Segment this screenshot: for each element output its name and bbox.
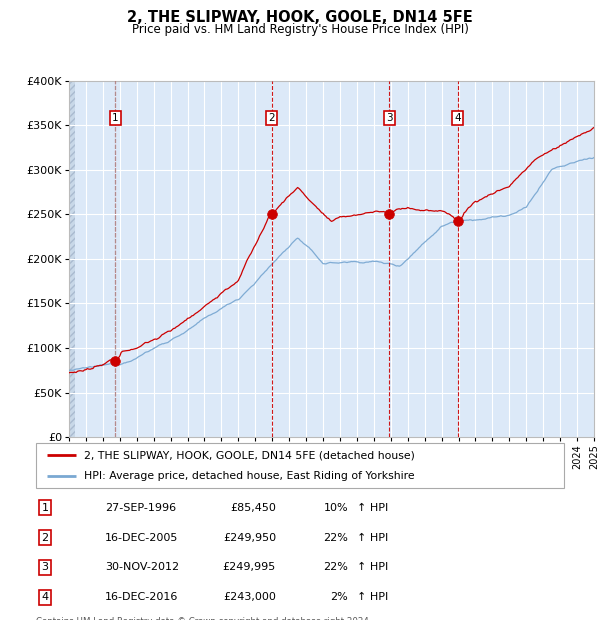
Text: 4: 4	[455, 113, 461, 123]
Text: 16-DEC-2016: 16-DEC-2016	[105, 592, 178, 602]
Text: ↑ HPI: ↑ HPI	[357, 533, 388, 542]
Text: ↑ HPI: ↑ HPI	[357, 562, 388, 572]
Text: 1: 1	[112, 113, 119, 123]
Text: 4: 4	[41, 592, 49, 602]
Text: Contains HM Land Registry data © Crown copyright and database right 2024.: Contains HM Land Registry data © Crown c…	[36, 617, 371, 620]
Text: £249,995: £249,995	[223, 562, 276, 572]
Text: 22%: 22%	[323, 533, 348, 542]
Text: 16-DEC-2005: 16-DEC-2005	[105, 533, 178, 542]
Bar	[69, 81, 75, 437]
Text: 1: 1	[41, 503, 49, 513]
Text: 3: 3	[41, 562, 49, 572]
Text: 22%: 22%	[323, 562, 348, 572]
Text: Price paid vs. HM Land Registry's House Price Index (HPI): Price paid vs. HM Land Registry's House …	[131, 23, 469, 36]
Text: ↑ HPI: ↑ HPI	[357, 592, 388, 602]
Text: 27-SEP-1996: 27-SEP-1996	[105, 503, 176, 513]
Text: 2%: 2%	[330, 592, 348, 602]
Text: 3: 3	[386, 113, 392, 123]
Text: 30-NOV-2012: 30-NOV-2012	[105, 562, 179, 572]
Text: HPI: Average price, detached house, East Riding of Yorkshire: HPI: Average price, detached house, East…	[83, 471, 414, 481]
Text: 2, THE SLIPWAY, HOOK, GOOLE, DN14 5FE (detached house): 2, THE SLIPWAY, HOOK, GOOLE, DN14 5FE (d…	[83, 450, 415, 461]
Text: ↑ HPI: ↑ HPI	[357, 503, 388, 513]
Text: £85,450: £85,450	[230, 503, 276, 513]
Text: 2: 2	[268, 113, 275, 123]
Text: 2, THE SLIPWAY, HOOK, GOOLE, DN14 5FE: 2, THE SLIPWAY, HOOK, GOOLE, DN14 5FE	[127, 10, 473, 25]
Text: £243,000: £243,000	[223, 592, 276, 602]
Text: £249,950: £249,950	[223, 533, 276, 542]
Text: 10%: 10%	[323, 503, 348, 513]
Text: 2: 2	[41, 533, 49, 542]
